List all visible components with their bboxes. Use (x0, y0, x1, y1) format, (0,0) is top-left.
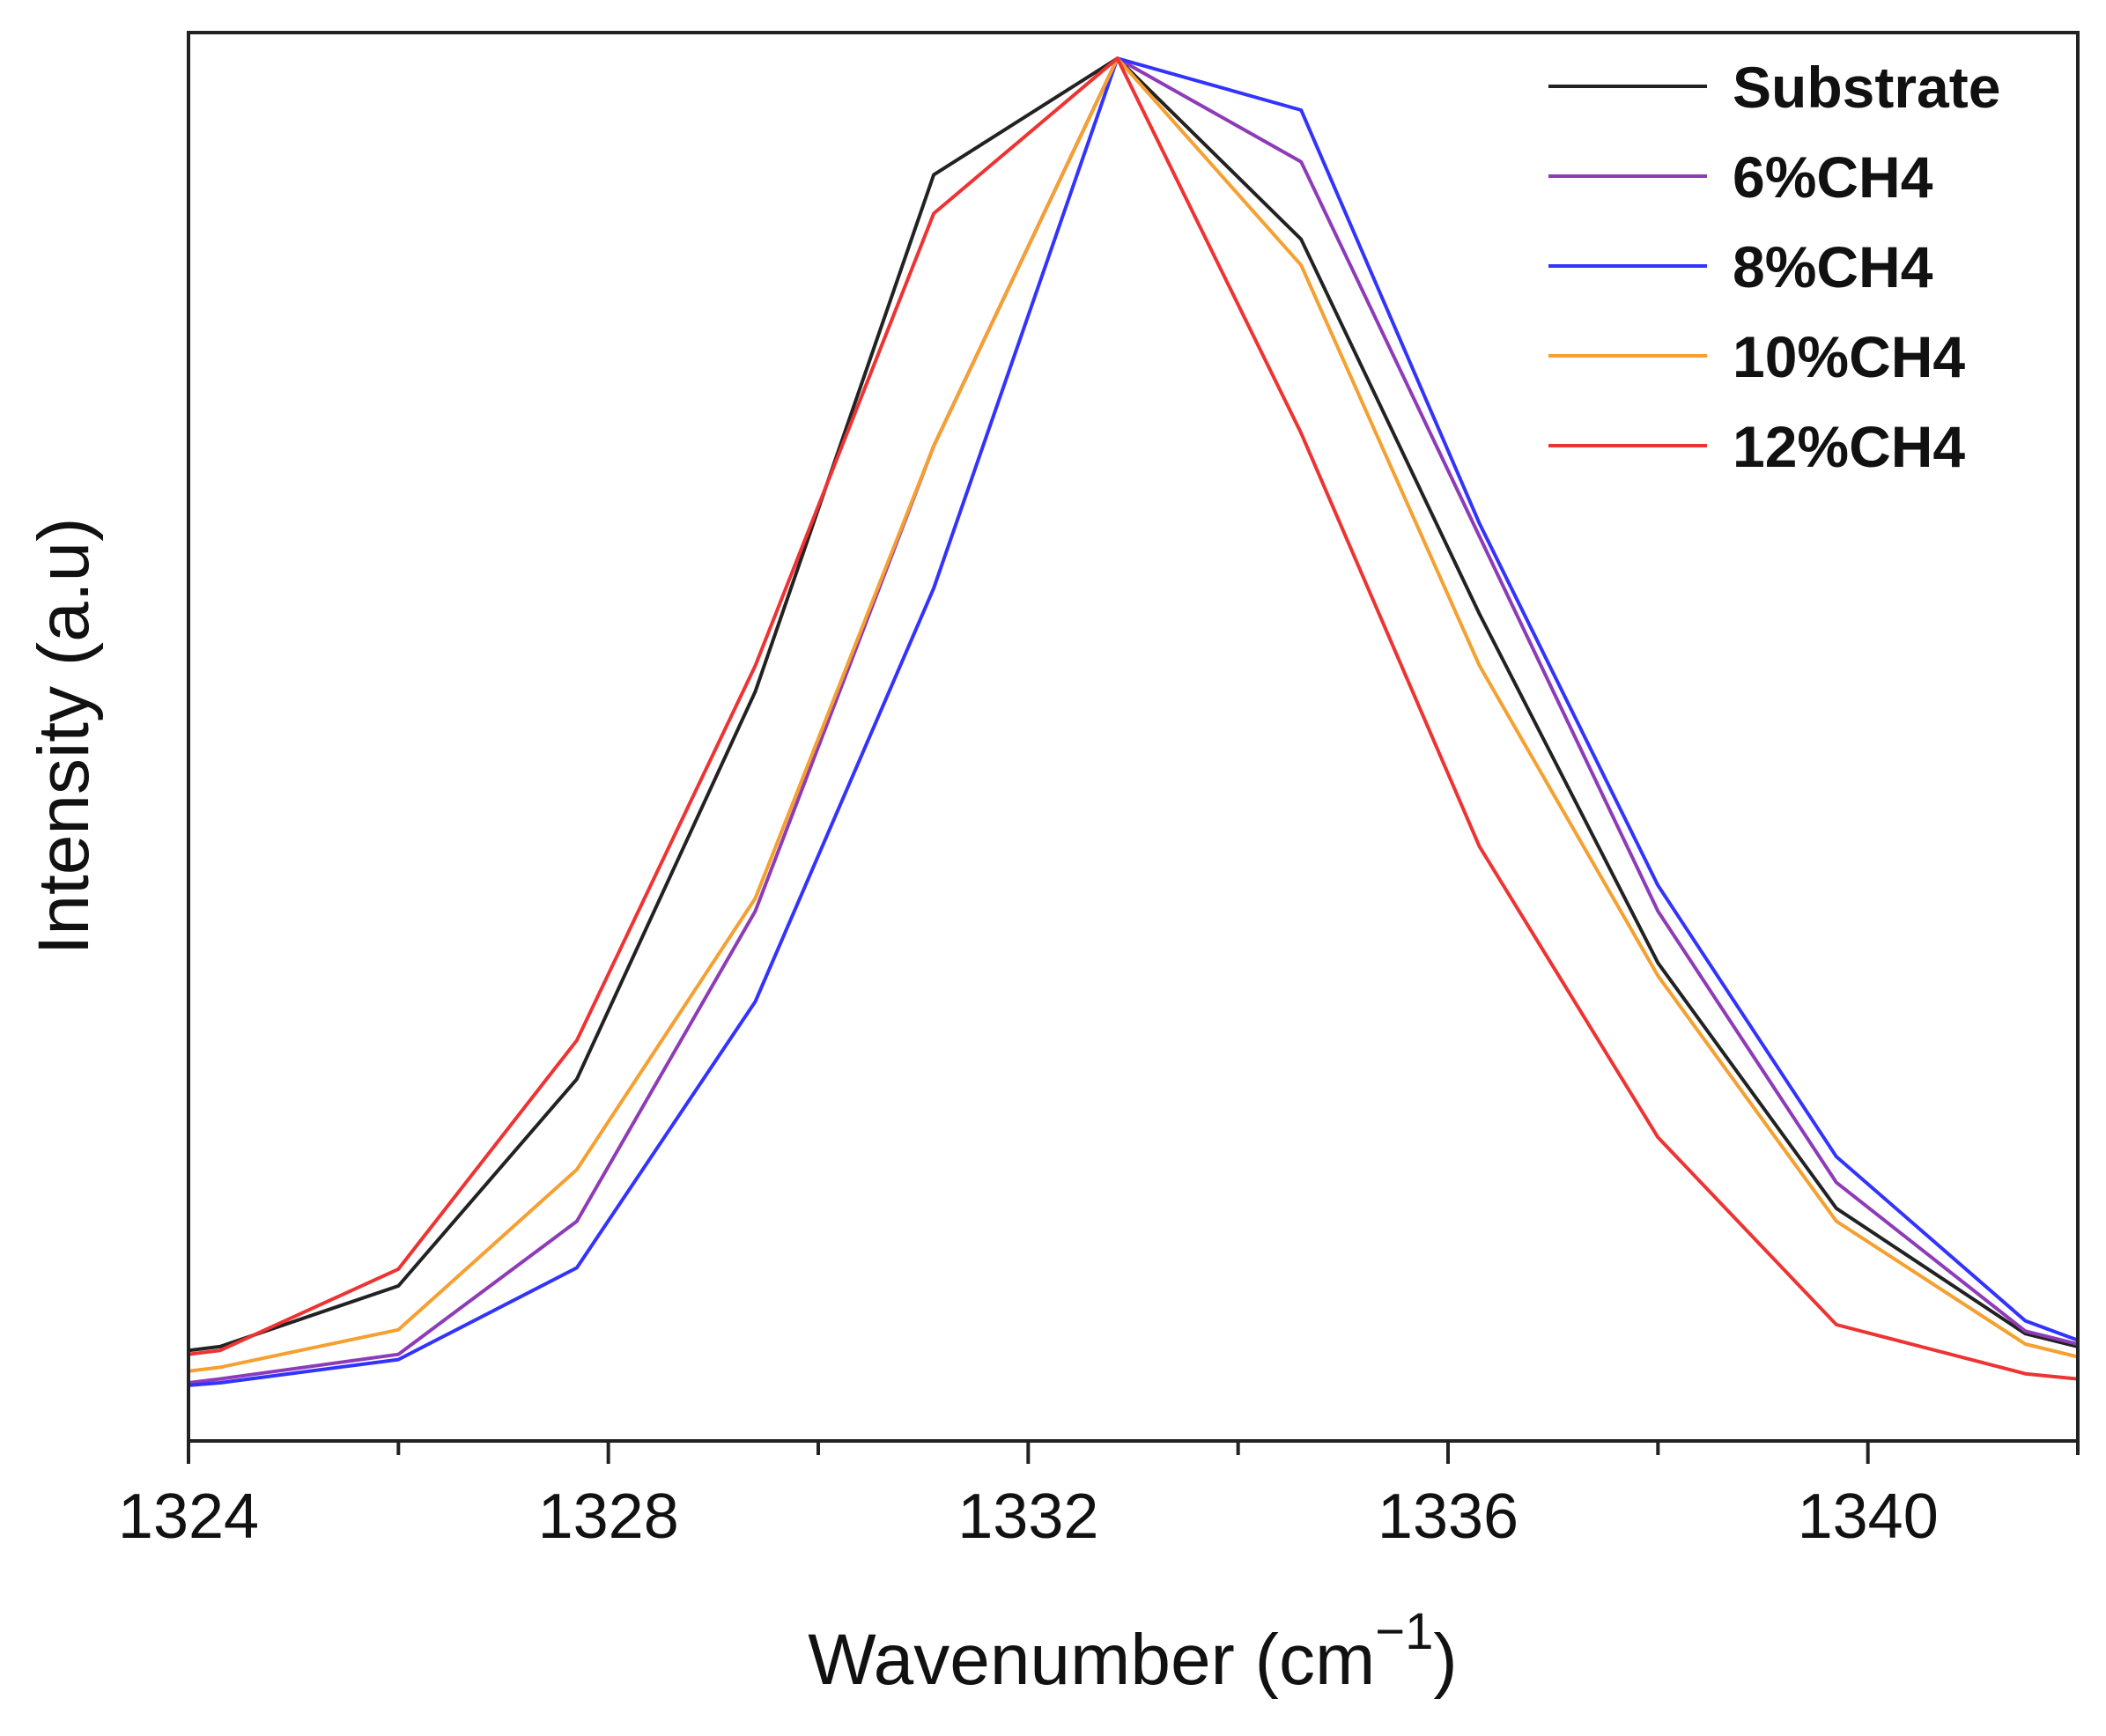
legend-label-12-ch4: 12%CH4 (1733, 414, 1965, 479)
legend-label-6-ch4: 6%CH4 (1733, 144, 1933, 210)
series-line-12-ch4 (188, 56, 2078, 1381)
x-tick-label: 1324 (118, 1481, 259, 1552)
x-tick-label: 1336 (1378, 1481, 1519, 1552)
y-axis-title: Intensity (a.u) (24, 518, 104, 956)
legend-label-8-ch4: 8%CH4 (1733, 234, 1933, 299)
x-axis-title: Wavenumber (cm−1) (808, 1603, 1457, 1700)
legend: Substrate 6%CH4 8%CH4 10%CH4 12%CH4 (1548, 55, 2000, 479)
x-axis-ticks: 1324 1328 1332 1336 1340 (118, 1441, 2080, 1552)
x-tick-label: 1340 (1798, 1481, 1939, 1552)
plot-frame (187, 31, 2080, 1443)
series-layer (188, 56, 2078, 1387)
x-axis-title-superscript: −1 (1375, 1603, 1433, 1660)
x-tick-label: 1328 (538, 1481, 679, 1552)
x-tick-label: 1332 (957, 1481, 1098, 1552)
legend-label-10-ch4: 10%CH4 (1733, 324, 1965, 389)
x-axis-title-close-paren: ) (1433, 1620, 1457, 1700)
legend-label-substrate: Substrate (1733, 55, 2000, 120)
